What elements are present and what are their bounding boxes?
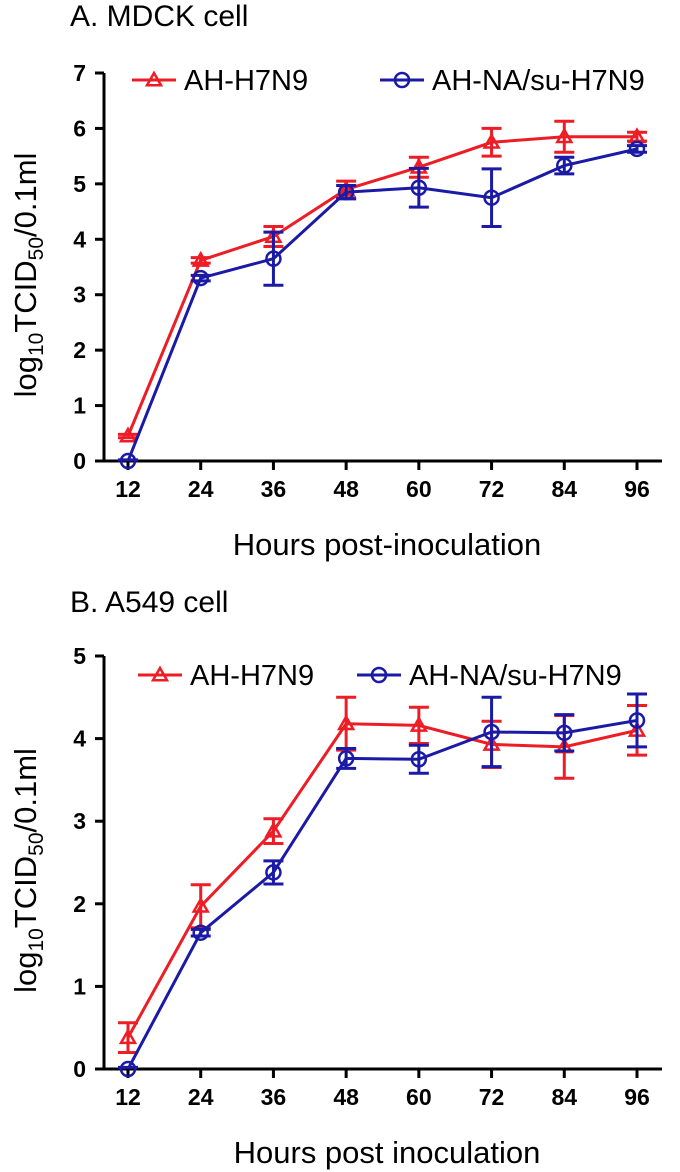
y-axis-label: log10TCID50/0.1ml [8,748,48,993]
data-point-ah-h7n9 [264,821,283,838]
legend-marker-ah-h7n9 [150,665,170,682]
x-tick-label: 24 [188,476,214,502]
x-tick-label: 60 [406,476,432,502]
series-line-ah-na-su-h7n9 [126,718,638,1070]
data-point-ah-h7n9 [118,1028,138,1045]
x-axis-label: Hours post inoculation [234,1135,541,1170]
data-point-ah-na-su-h7n9 [483,723,500,741]
legend-marker-ah-h7n9 [144,70,164,87]
data-point-ah-na-su-h7n9 [410,179,428,196]
legend-label-ah-na-su-h7n9: AH-NA/su-H7N9 [409,660,622,692]
data-point-ah-h7n9 [409,715,429,732]
x-tick-label: 12 [115,476,141,502]
x-tick-label: 72 [479,476,505,502]
x-axis-label: Hours post-inoculation [233,527,541,562]
panel-title: B. A549 cell [70,586,229,619]
x-tick-label: 36 [261,1084,287,1110]
legend-label-ah-h7n9: AH-H7N9 [184,65,308,97]
panel-title: A. MDCK cell [70,0,249,33]
y-tick-label: 3 [73,282,86,308]
x-tick-label: 48 [333,1084,359,1110]
data-point-ah-h7n9 [482,132,501,149]
y-tick-label: 3 [73,808,86,834]
series-line-ah-h7n9 [126,722,638,1039]
data-point-ah-na-su-h7n9 [628,712,646,729]
x-tick-label: 96 [624,476,650,502]
data-point-ah-h7n9 [336,714,356,731]
data-point-ah-na-su-h7n9 [192,924,209,941]
chart-panel-mdck: A. MDCK cell 0 1 2 3 4 5 6 7 12 24 36 48 60 72 84 96 Hou… [8,0,662,562]
data-point-ah-na-su-h7n9 [556,157,573,174]
y-axis-label: log10TCID50/0.1ml [8,153,48,398]
y-tick-label: 6 [73,115,86,141]
data-point-ah-na-su-h7n9 [556,724,573,742]
series-line-ah-h7n9 [126,135,637,437]
y-tick-label: 1 [73,973,86,999]
x-tick-label: 48 [333,476,359,502]
legend-marker-ah-na-su-h7n9 [370,666,388,684]
chart-panel-a549: B. A549 cell 0 1 2 3 4 5 12 24 36 48 60 72 84 96 Hours… [0,586,680,1172]
legend-label-ah-h7n9: AH-H7N9 [190,660,314,692]
data-point-ah-na-su-h7n9 [119,1060,137,1078]
legend-marker-ah-na-su-h7n9 [393,71,411,89]
x-tick-label: 72 [479,1084,505,1110]
legend-label-ah-na-su-h7n9: AH-NA/su-H7N9 [432,65,645,97]
data-point-ah-na-su-h7n9 [265,864,282,881]
series-line-ah-na-su-h7n9 [126,147,638,462]
x-tick-label: 24 [188,1084,214,1110]
data-point-ah-h7n9 [118,426,138,443]
data-point-ah-na-su-h7n9 [192,269,209,287]
y-tick-label: 5 [73,171,86,197]
x-tick-label: 84 [551,1084,577,1110]
y-tick-label: 1 [73,393,86,419]
data-point-ah-na-su-h7n9 [483,189,500,206]
y-tick-label: 0 [73,1056,86,1082]
data-point-ah-na-su-h7n9 [628,140,646,158]
x-tick-label: 12 [115,1084,141,1110]
data-point-ah-h7n9 [191,250,210,267]
y-tick-label: 7 [73,60,86,86]
data-point-ah-na-su-h7n9 [337,183,355,201]
y-tick-label: 2 [73,337,86,363]
data-point-ah-h7n9 [191,896,210,913]
y-tick-label: 4 [73,226,86,252]
data-point-ah-na-su-h7n9 [410,751,428,768]
y-tick-label: 0 [73,448,86,474]
x-tick-label: 60 [406,1084,432,1110]
x-tick-label: 96 [624,1084,650,1110]
y-tick-label: 2 [73,891,86,917]
data-point-ah-na-su-h7n9 [337,750,355,767]
x-tick-label: 84 [551,476,577,502]
y-tick-label: 5 [73,643,86,669]
data-point-ah-h7n9 [555,127,574,144]
y-tick-label: 4 [73,726,86,752]
data-point-ah-na-su-h7n9 [265,250,282,267]
x-tick-label: 36 [261,476,287,502]
data-point-ah-na-su-h7n9 [119,452,137,470]
